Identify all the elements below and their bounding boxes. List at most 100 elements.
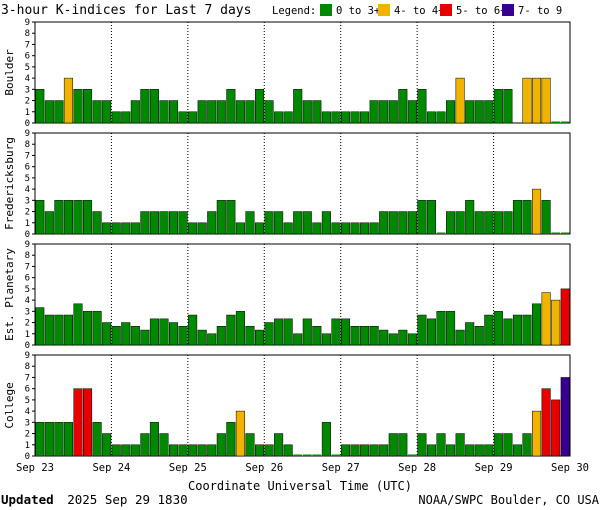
y-tick-label: 1 xyxy=(25,108,30,118)
kp-bar xyxy=(44,314,54,346)
kp-bar xyxy=(226,314,236,346)
panels: 0123456789Boulder0123456789Fredericksbur… xyxy=(3,18,571,462)
kp-bar xyxy=(254,329,265,346)
x-tick-label: Sep 25 xyxy=(169,462,207,474)
kp-bar xyxy=(216,433,226,457)
legend: 0 to 3+ 4- to 4+ 5- to 6+ 7- to 9 xyxy=(320,4,562,17)
legend-label-3: 7- to 9 xyxy=(518,5,562,17)
panel-name: College xyxy=(3,382,16,428)
kp-bar xyxy=(369,444,379,457)
kp-bar xyxy=(149,422,159,457)
kp-bar xyxy=(388,100,398,124)
x-axis-label: Coordinate Universal Time (UTC) xyxy=(188,479,412,493)
kp-bar xyxy=(398,89,408,124)
kp-bar xyxy=(293,333,303,346)
kp-bar xyxy=(102,322,112,346)
kp-bar xyxy=(169,100,179,124)
kp-bar xyxy=(522,433,532,457)
kp-bar xyxy=(178,326,188,346)
y-tick-label: 6 xyxy=(25,274,30,284)
kp-bar xyxy=(503,433,513,457)
kp-bar xyxy=(446,211,456,235)
kp-bar xyxy=(73,89,83,124)
kp-bar xyxy=(197,100,207,124)
kp-bar xyxy=(455,433,465,457)
kp-bar xyxy=(245,433,255,457)
kp-bar xyxy=(63,77,73,124)
y-tick-label: 4 xyxy=(25,407,30,417)
legend-label: Legend: xyxy=(272,5,316,17)
kp-bar xyxy=(493,211,503,235)
kp-bar xyxy=(111,222,121,235)
kp-bar xyxy=(532,77,542,124)
kp-bar xyxy=(111,326,121,346)
kp-bar xyxy=(426,111,437,124)
y-tick-label: 4 xyxy=(25,74,30,84)
kp-bar xyxy=(130,326,140,346)
kp-bar xyxy=(54,314,64,346)
kp-bar xyxy=(369,326,379,346)
x-tick-label: Sep 24 xyxy=(92,462,130,474)
kp-bar xyxy=(216,326,226,346)
kp-bar xyxy=(121,111,131,124)
y-tick-label: 5 xyxy=(25,396,30,406)
kp-bar xyxy=(350,222,360,235)
kp-bar xyxy=(83,388,93,457)
kp-bar xyxy=(159,211,169,235)
kp-bar xyxy=(417,89,427,124)
kp-bar xyxy=(245,211,255,235)
kp-bar xyxy=(235,100,245,124)
kp-bar xyxy=(321,422,331,457)
kp-bar xyxy=(283,111,293,124)
kp-bar xyxy=(35,89,45,124)
x-tick-label: Sep 29 xyxy=(475,462,513,474)
kp-bar xyxy=(121,322,131,346)
kp-bar xyxy=(436,111,446,124)
kp-bar xyxy=(293,211,303,235)
kp-bar xyxy=(302,318,312,346)
x-tick-label: Sep 26 xyxy=(245,462,283,474)
kp-bar xyxy=(360,444,370,457)
kp-bar xyxy=(484,211,494,235)
legend-label-1: 4- to 4+ xyxy=(394,5,445,17)
kp-bar xyxy=(92,100,102,124)
kp-bar xyxy=(532,410,542,457)
chart-title: 3-hour K-indices for Last 7 days xyxy=(1,3,251,18)
y-tick-label: 7 xyxy=(25,151,30,161)
kp-bar xyxy=(350,111,360,124)
kp-bar xyxy=(398,433,408,457)
kp-bar xyxy=(207,100,217,124)
kp-bar xyxy=(541,200,551,235)
y-tick-label: 0 xyxy=(25,119,30,129)
kp-bar xyxy=(235,222,245,235)
y-tick-label: 6 xyxy=(25,385,30,395)
y-tick-label: 9 xyxy=(25,351,30,361)
kp-bar xyxy=(245,326,255,346)
kp-bar xyxy=(379,444,389,457)
kp-bar xyxy=(350,326,360,346)
y-tick-label: 1 xyxy=(25,441,30,451)
kp-bar xyxy=(274,433,284,457)
kp-bar xyxy=(321,111,331,124)
kp-bar xyxy=(188,222,198,235)
kp-bar xyxy=(302,100,312,124)
y-tick-label: 2 xyxy=(25,430,30,440)
kp-bar xyxy=(446,444,456,457)
kp-bar xyxy=(379,211,389,235)
kp-bar xyxy=(340,444,351,457)
kp-bar xyxy=(560,288,570,346)
kp-bar xyxy=(149,89,159,124)
kp-bar xyxy=(159,100,169,124)
footer-updated-word: Updated xyxy=(1,492,54,507)
kp-bar xyxy=(541,388,551,457)
y-tick-label: 2 xyxy=(25,319,30,329)
footer-updated-date: 2025 Sep 29 1830 xyxy=(67,492,187,507)
kp-bar xyxy=(140,433,150,457)
kp-bar xyxy=(54,100,64,124)
kp-bar xyxy=(455,329,465,346)
kp-bar xyxy=(92,211,102,235)
kp-bar xyxy=(254,444,265,457)
kp-bar xyxy=(388,333,398,346)
footer-source: NOAA/SWPC Boulder, CO USA xyxy=(418,493,599,507)
